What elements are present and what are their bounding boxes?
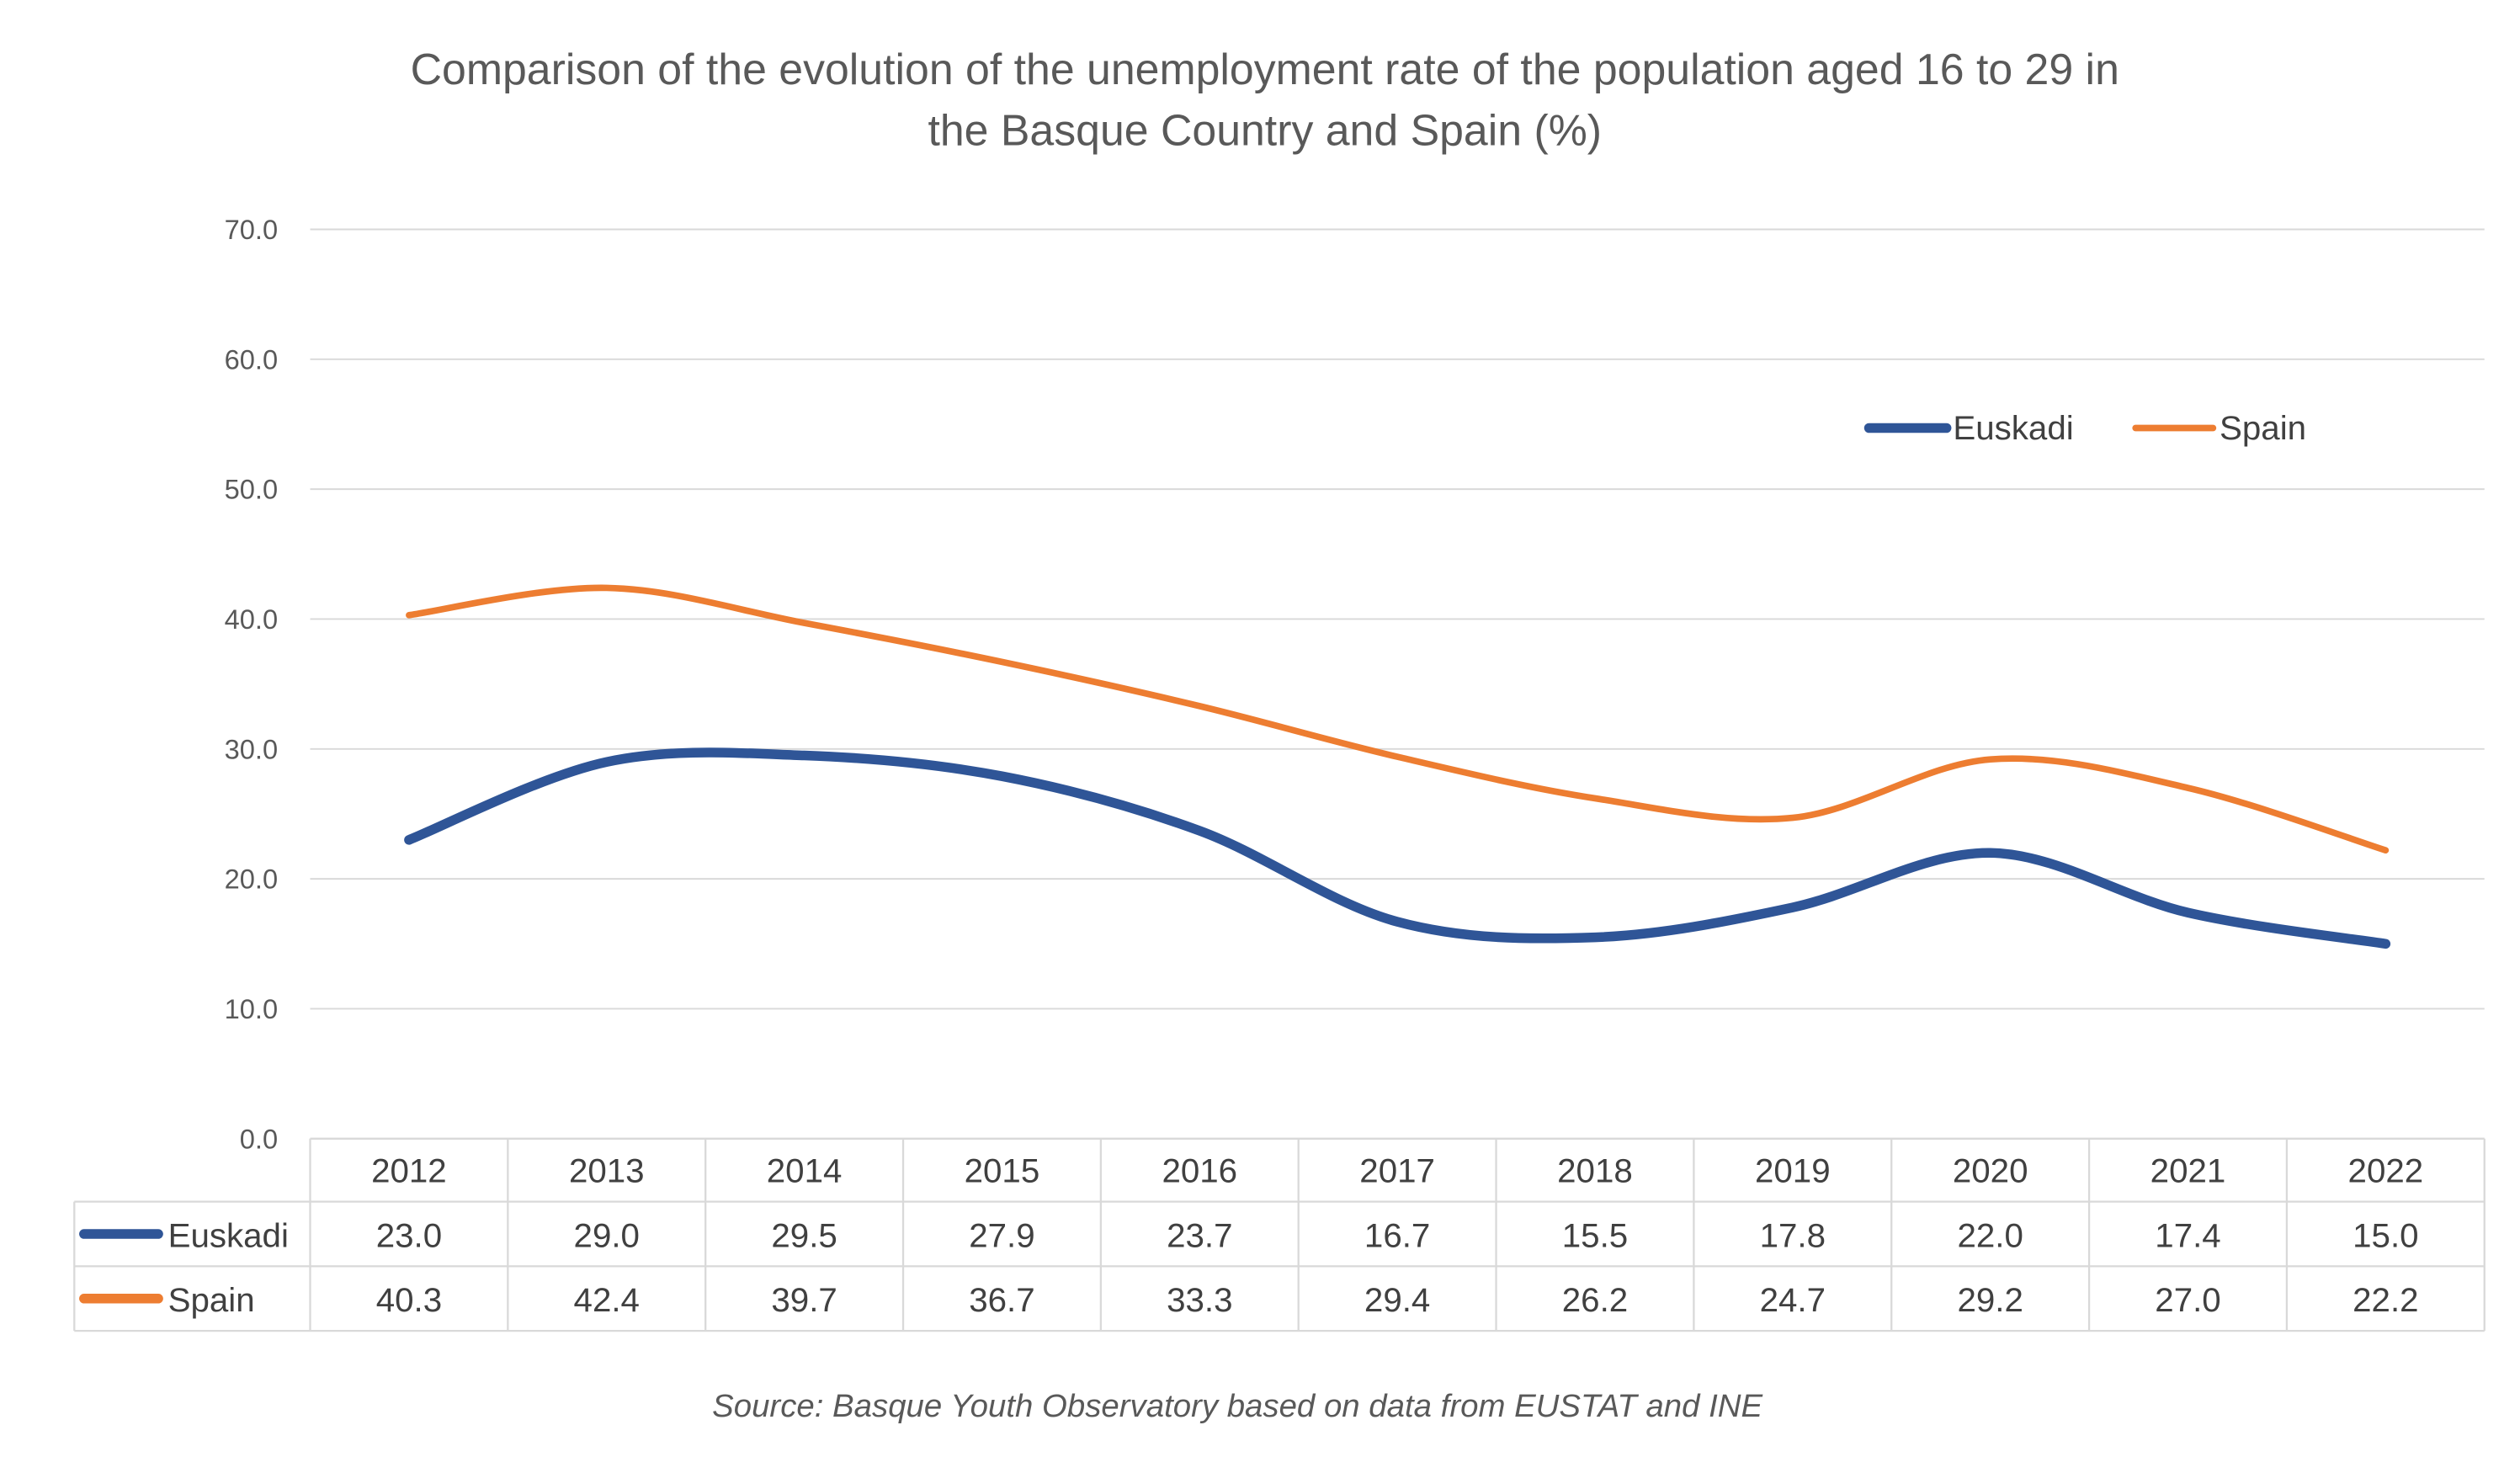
x-tick-label: 2013 (569, 1152, 645, 1190)
data-label: 24.7 (1760, 1281, 1826, 1319)
data-label: 39.7 (771, 1281, 837, 1319)
x-tick-label: 2018 (1557, 1152, 1633, 1190)
series-line-spain (406, 584, 2390, 854)
data-label: 16.7 (1364, 1216, 1430, 1254)
table-series-label: Euskadi (168, 1216, 289, 1254)
series-lines (404, 584, 2391, 949)
data-label: 17.4 (2155, 1216, 2220, 1254)
legend-label: Euskadi (1953, 409, 2073, 447)
x-tick-label: 2014 (767, 1152, 843, 1190)
data-label: 29.2 (1957, 1281, 2023, 1319)
data-label: 23.0 (376, 1216, 442, 1254)
chart-title-line-2: the Basque Country and Spain (%) (928, 106, 1602, 155)
source-note: Source: Basque Youth Observatory based o… (712, 1388, 1762, 1424)
data-label: 15.5 (1562, 1216, 1628, 1254)
data-label: 36.7 (969, 1281, 1034, 1319)
x-tick-label: 2021 (2151, 1152, 2226, 1190)
table-series-label: Spain (168, 1281, 255, 1319)
y-tick-label: 0.0 (240, 1123, 278, 1154)
y-tick-label: 70.0 (225, 214, 278, 245)
y-tick-label: 50.0 (225, 474, 278, 505)
data-label: 15.0 (2353, 1216, 2418, 1254)
y-tick-label: 30.0 (225, 733, 278, 764)
x-tick-label: 2016 (1162, 1152, 1237, 1190)
data-label: 23.7 (1167, 1216, 1232, 1254)
x-tick-label: 2020 (1953, 1152, 2028, 1190)
chart-title-line-1: Comparison of the evolution of the unemp… (411, 45, 2119, 93)
y-tick-label: 20.0 (225, 864, 278, 895)
data-label: 26.2 (1562, 1281, 1628, 1319)
data-label: 29.0 (574, 1216, 640, 1254)
series-line-euskadi (404, 747, 2391, 949)
x-tick-label: 2022 (2348, 1152, 2424, 1190)
data-label: 33.3 (1167, 1281, 1232, 1319)
x-tick-label: 2012 (371, 1152, 447, 1190)
legend: Euskadi Spain (1863, 409, 2306, 447)
data-label: 42.4 (574, 1281, 640, 1319)
y-tick-label: 60.0 (225, 343, 278, 375)
data-label: 22.0 (1957, 1216, 2023, 1254)
gridlines (310, 228, 2485, 1010)
data-label: 22.2 (2353, 1281, 2418, 1319)
x-tick-label: 2017 (1359, 1152, 1435, 1190)
legend-label: Spain (2220, 409, 2306, 447)
data-table: 2012 2013 2014 2015 2016 2017 2018 2019 2020 2021… (73, 1137, 2485, 1332)
data-label: 17.8 (1760, 1216, 1826, 1254)
x-tick-label: 2015 (965, 1152, 1040, 1190)
data-label: 27.0 (2155, 1281, 2220, 1319)
y-tick-label: 10.0 (225, 993, 278, 1024)
data-label: 29.4 (1364, 1281, 1430, 1319)
data-label: 29.5 (771, 1216, 837, 1254)
data-label: 40.3 (376, 1281, 442, 1319)
data-label: 27.9 (969, 1216, 1034, 1254)
x-tick-label: 2019 (1755, 1152, 1831, 1190)
y-axis-ticks: 0.0 10.0 20.0 30.0 40.0 50.0 60.0 70.0 (225, 214, 278, 1154)
y-tick-label: 40.0 (225, 604, 278, 635)
